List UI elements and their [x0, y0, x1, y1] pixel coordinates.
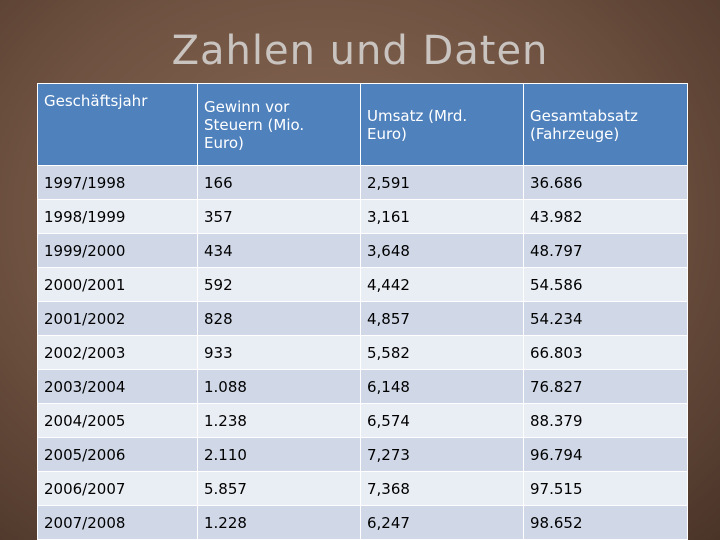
table-row: 1999/2000 434 3,648 48.797: [37, 233, 688, 268]
table-cell: 592: [197, 267, 361, 302]
table-cell: 5.857: [197, 471, 361, 506]
table-cell: 933: [197, 335, 361, 370]
table-cell: 1.088: [197, 369, 361, 404]
table-cell: 48.797: [523, 233, 688, 268]
data-table: Geschäftsjahr Gewinn vor Steuern (Mio. Eu…: [37, 83, 688, 540]
table-cell: 7,368: [360, 471, 524, 506]
header-cell: Umsatz (Mrd. Euro): [360, 83, 524, 166]
table-cell: 43.982: [523, 199, 688, 234]
table-cell: 1.228: [197, 505, 361, 540]
table-cell: 6,574: [360, 403, 524, 438]
table-cell: 4,442: [360, 267, 524, 302]
table-cell: 166: [197, 165, 361, 200]
table-cell: 6,247: [360, 505, 524, 540]
table-cell: 96.794: [523, 437, 688, 472]
table-cell: 357: [197, 199, 361, 234]
table-cell: 98.652: [523, 505, 688, 540]
table-row: 2005/2006 2.110 7,273 96.794: [37, 437, 688, 472]
table-cell: 6,148: [360, 369, 524, 404]
table-row: 2006/2007 5.857 7,368 97.515: [37, 471, 688, 506]
table-body: 1997/1998 166 2,591 36.686 1998/1999 357 3,161…: [37, 165, 688, 540]
table-cell: 2002/2003: [37, 335, 198, 370]
table-cell: 2001/2002: [37, 301, 198, 336]
table-cell: 2.110: [197, 437, 361, 472]
table-cell: 1997/1998: [37, 165, 198, 200]
table-cell: 2005/2006: [37, 437, 198, 472]
table-cell: 2004/2005: [37, 403, 198, 438]
table-cell: 54.586: [523, 267, 688, 302]
table-cell: 1999/2000: [37, 233, 198, 268]
table-cell: 1.238: [197, 403, 361, 438]
table-cell: 1998/1999: [37, 199, 198, 234]
table-cell: 2003/2004: [37, 369, 198, 404]
header-row: Geschäftsjahr Gewinn vor Steuern (Mio. Eu…: [37, 83, 688, 166]
table-cell: 88.379: [523, 403, 688, 438]
table-cell: 3,648: [360, 233, 524, 268]
table-cell: 434: [197, 233, 361, 268]
table-cell: 2006/2007: [37, 471, 198, 506]
header-cell: Geschäftsjahr: [37, 83, 198, 166]
table-cell: 54.234: [523, 301, 688, 336]
header-cell: Gewinn vor Steuern (Mio. Euro): [197, 83, 361, 166]
table-row: 2007/2008 1.228 6,247 98.652: [37, 505, 688, 540]
table-cell: 2,591: [360, 165, 524, 200]
table-cell: 828: [197, 301, 361, 336]
slide-title: Zahlen und Daten: [171, 28, 549, 74]
table-row: 2003/2004 1.088 6,148 76.827: [37, 369, 688, 404]
table-row: 2000/2001 592 4,442 54.586: [37, 267, 688, 302]
table-row: 1998/1999 357 3,161 43.982: [37, 199, 688, 234]
table-row: 2001/2002 828 4,857 54.234: [37, 301, 688, 336]
table-cell: 4,857: [360, 301, 524, 336]
table-cell: 3,161: [360, 199, 524, 234]
table-cell: 66.803: [523, 335, 688, 370]
table-row: 2002/2003 933 5,582 66.803: [37, 335, 688, 370]
table-cell: 97.515: [523, 471, 688, 506]
table-cell: 2007/2008: [37, 505, 198, 540]
table-cell: 2000/2001: [37, 267, 198, 302]
table-cell: 5,582: [360, 335, 524, 370]
header-cell: Gesamtabsatz (Fahrzeuge): [523, 83, 688, 166]
table-cell: 36.686: [523, 165, 688, 200]
table-row: 1997/1998 166 2,591 36.686: [37, 165, 688, 200]
table-row: 2004/2005 1.238 6,574 88.379: [37, 403, 688, 438]
table-cell: 7,273: [360, 437, 524, 472]
table-cell: 76.827: [523, 369, 688, 404]
